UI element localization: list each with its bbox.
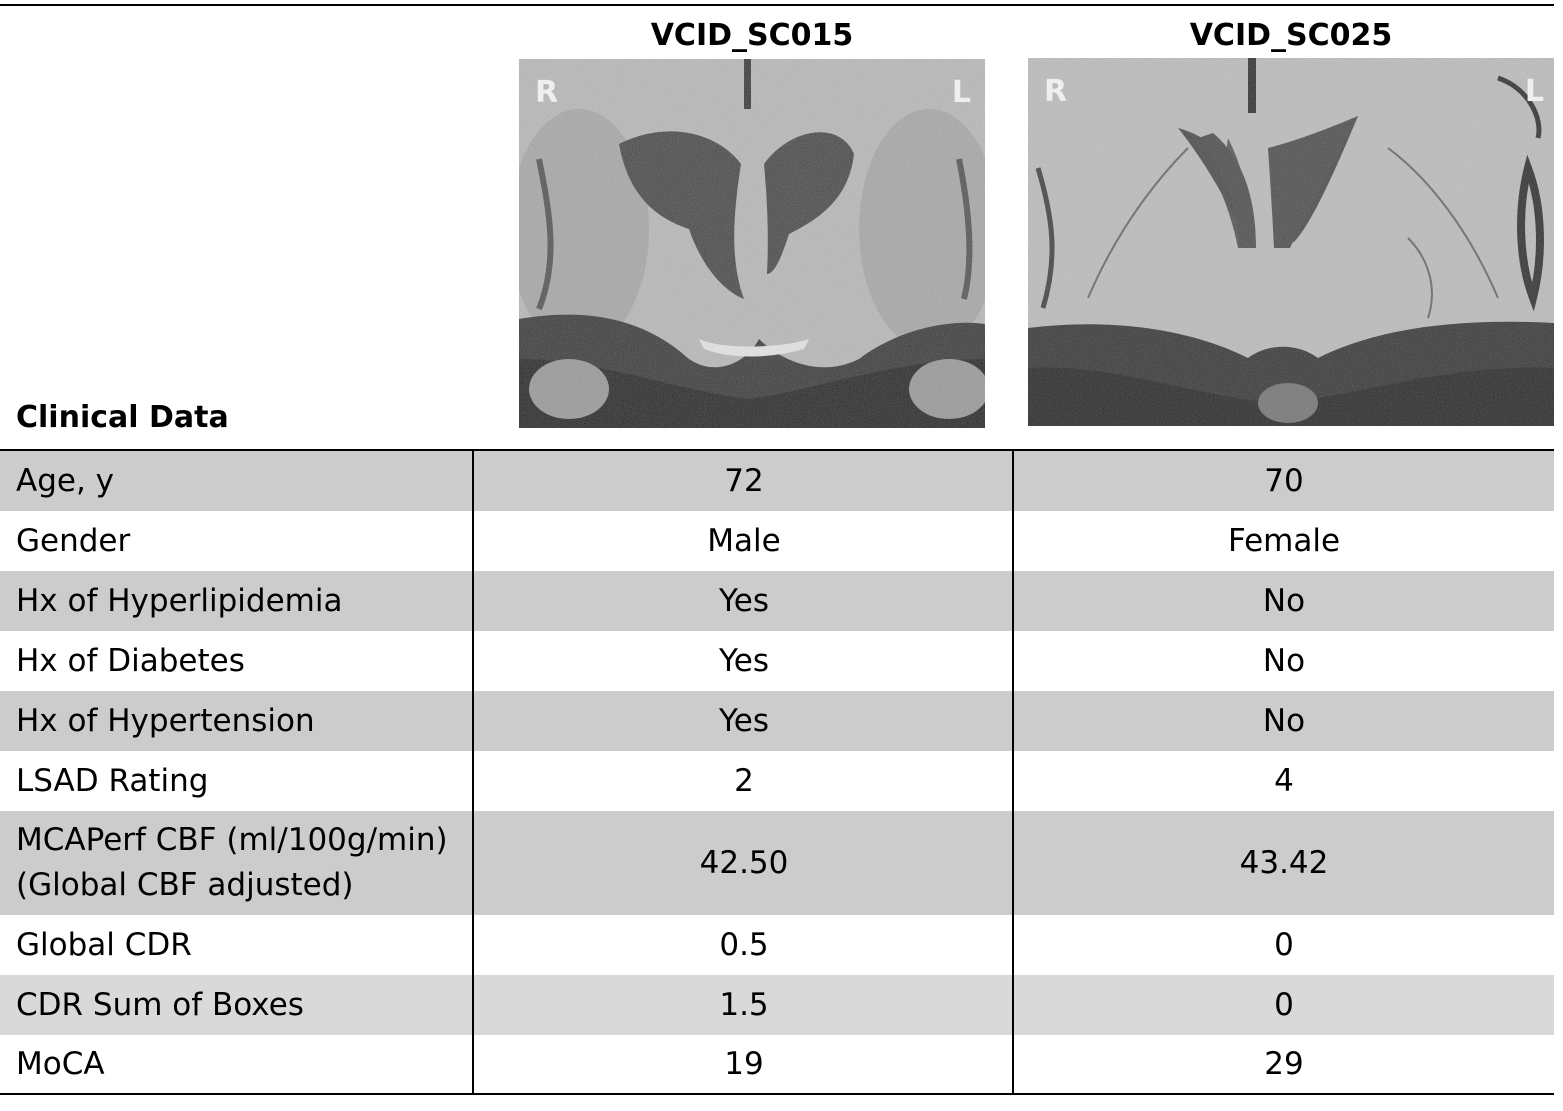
row-label: Hx of Hyperlipidemia — [16, 582, 343, 619]
column-divider-1 — [472, 451, 474, 1093]
mri-image-subject-1: R L — [519, 59, 985, 428]
column-divider-2 — [1012, 451, 1014, 1093]
row-label: Gender — [16, 522, 131, 559]
row-label-line-2: (Global CBF adjusted) — [16, 867, 354, 903]
value-subject-1: 0.5 — [719, 927, 769, 963]
bottom-rule — [0, 1093, 1554, 1095]
section-title: Clinical Data — [16, 400, 229, 435]
row-label: MoCA — [16, 1045, 105, 1082]
row-label: LSAD Rating — [16, 762, 209, 799]
subject-1-title: VCID_SC015 — [650, 18, 854, 53]
row-label: Age, y — [16, 462, 115, 499]
value-subject-1: Male — [707, 523, 781, 559]
value-subject-2: 43.42 — [1239, 845, 1329, 881]
value-subject-2: No — [1262, 583, 1306, 619]
table-row: MCAPerf CBF (ml/100g/min) (Global CBF ad… — [0, 811, 1554, 915]
top-rule — [0, 4, 1554, 6]
value-subject-2: 0 — [1274, 987, 1294, 1023]
orientation-right-label: R — [1044, 74, 1068, 109]
table-row: Hx of Hyperlipidemia Yes No — [0, 571, 1554, 631]
table-row: MoCA 19 29 — [0, 1035, 1554, 1093]
value-subject-2: 4 — [1274, 763, 1294, 799]
mri-brain-illustration — [519, 59, 985, 428]
value-subject-1: 42.50 — [699, 845, 789, 881]
row-label-line-1: MCAPerf CBF (ml/100g/min) — [16, 822, 448, 859]
table-row: LSAD Rating 2 4 — [0, 751, 1554, 811]
row-label: CDR Sum of Boxes — [16, 986, 304, 1023]
row-label: Global CDR — [16, 926, 192, 963]
value-subject-1: 1.5 — [719, 987, 769, 1023]
table-row: Hx of Diabetes Yes No — [0, 631, 1554, 691]
mri-image-subject-2: R L — [1028, 58, 1554, 426]
row-label: Hx of Diabetes — [16, 642, 245, 679]
table-row: Hx of Hypertension Yes No — [0, 691, 1554, 751]
value-subject-1: Yes — [718, 703, 770, 739]
value-subject-2: No — [1262, 643, 1306, 679]
row-label: MCAPerf CBF (ml/100g/min) (Global CBF ad… — [16, 811, 448, 915]
table-row: Global CDR 0.5 0 — [0, 915, 1554, 975]
row-label: Hx of Hypertension — [16, 702, 315, 739]
table-row: Age, y 72 70 — [0, 451, 1554, 511]
orientation-right-label: R — [535, 75, 559, 110]
value-subject-2: 70 — [1264, 463, 1304, 499]
value-subject-1: Yes — [718, 583, 770, 619]
value-subject-1: Yes — [718, 643, 770, 679]
subject-2-title: VCID_SC025 — [1189, 18, 1393, 53]
header-rule — [0, 449, 1554, 451]
mri-brain-illustration — [1028, 58, 1554, 426]
value-subject-2: 29 — [1264, 1046, 1304, 1082]
value-subject-1: 2 — [734, 763, 754, 799]
value-subject-2: No — [1262, 703, 1306, 739]
orientation-left-label: L — [1524, 74, 1544, 109]
table-row: Gender Male Female — [0, 511, 1554, 571]
clinical-data-table: Age, y 72 70 Gender Male Female Hx of Hy… — [0, 451, 1554, 1093]
value-subject-1: 72 — [724, 463, 764, 499]
orientation-left-label: L — [951, 75, 971, 110]
table-row: CDR Sum of Boxes 1.5 0 — [0, 975, 1554, 1035]
value-subject-2: Female — [1227, 523, 1341, 559]
value-subject-1: 19 — [724, 1046, 764, 1082]
value-subject-2: 0 — [1274, 927, 1294, 963]
